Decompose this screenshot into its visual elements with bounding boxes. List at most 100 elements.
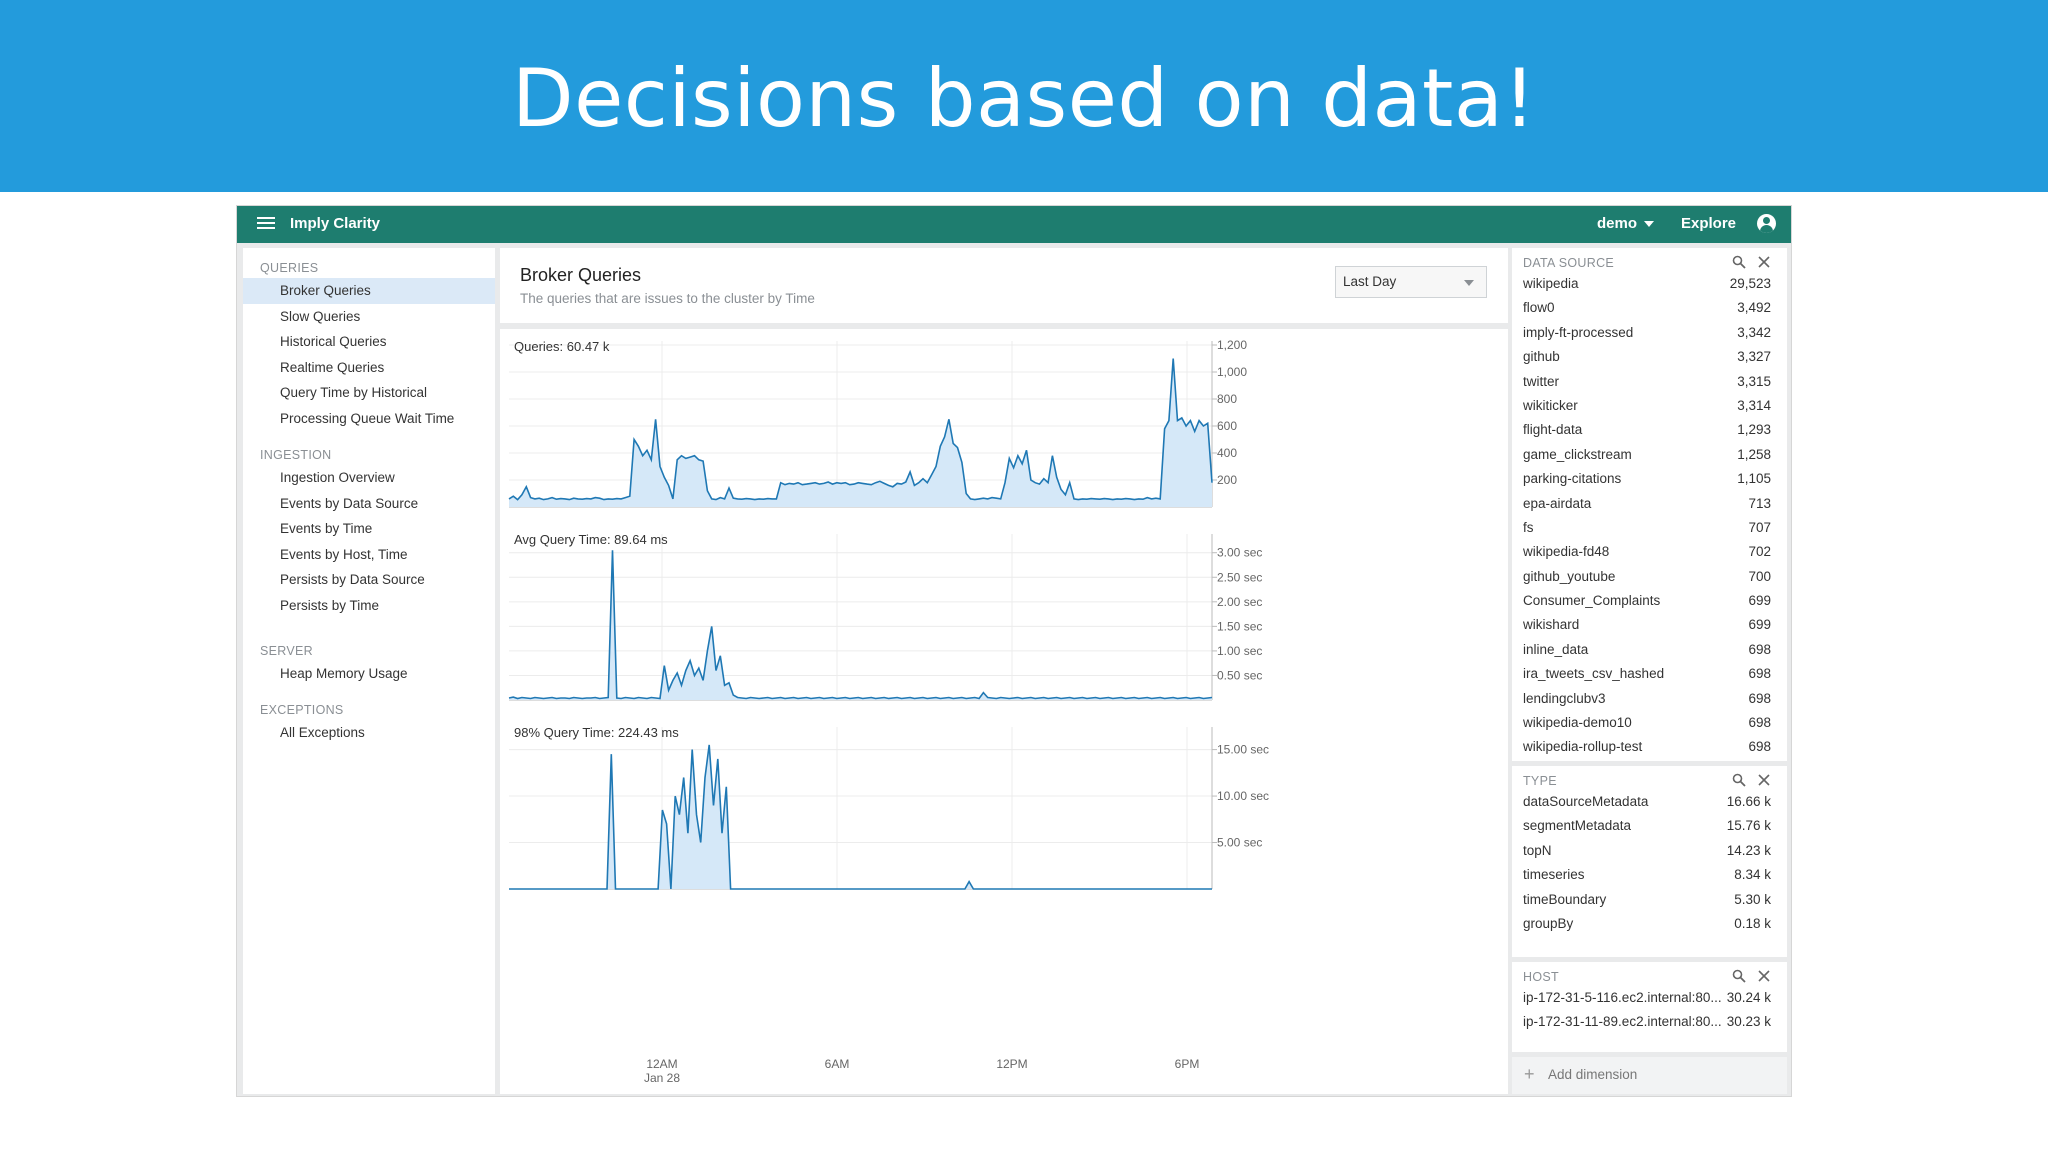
dimension-row[interactable]: inline_data 698 bbox=[1512, 638, 1787, 662]
add-dimension-button[interactable]: + Add dimension bbox=[1512, 1056, 1787, 1094]
x-tick-label: Jan 28 bbox=[644, 1071, 680, 1085]
y-tick-label: 1,000 bbox=[1217, 365, 1247, 379]
main-panel: Broker Queries The queries that are issu… bbox=[500, 248, 1508, 1094]
menu-icon[interactable] bbox=[257, 214, 275, 232]
dimension-row[interactable]: wikipedia-rollup-test 698 bbox=[1512, 735, 1787, 759]
page-title: Broker Queries bbox=[520, 265, 642, 285]
dimension-row[interactable]: ip-172-31-5-116.ec2.internal:80... 30.24 … bbox=[1512, 986, 1787, 1010]
dimension-value-count: 707 bbox=[1748, 519, 1771, 535]
dimension-row[interactable]: fs 707 bbox=[1512, 516, 1787, 540]
y-tick-label: 15.00 sec bbox=[1217, 743, 1269, 757]
x-tick-label: 12AM bbox=[646, 1057, 677, 1071]
sidebar-item-all-exceptions[interactable]: All Exceptions bbox=[280, 725, 365, 740]
dimension-row[interactable]: github 3,327 bbox=[1512, 345, 1787, 369]
y-tick-label: 800 bbox=[1217, 392, 1237, 406]
sidebar-item-query-time-by-historical[interactable]: Query Time by Historical bbox=[280, 385, 428, 400]
dimension-value-count: 1,105 bbox=[1737, 471, 1771, 487]
dimension-row[interactable]: ira_tweets_csv_hashed 698 bbox=[1512, 662, 1787, 686]
dimension-row[interactable]: epa-airdata 713 bbox=[1512, 492, 1787, 516]
dimension-value-name: ira_tweets_csv_hashed bbox=[1523, 666, 1665, 682]
sidebar-section-queries: QUERIES bbox=[260, 261, 319, 275]
dimension-row[interactable]: github_youtube 700 bbox=[1512, 565, 1787, 589]
caret-down-icon bbox=[1644, 221, 1655, 228]
dimension-row[interactable]: segmentMetadata 15.76 k bbox=[1512, 814, 1787, 838]
dimension-value-count: 698 bbox=[1748, 715, 1771, 731]
dimension-row[interactable]: timeseries 8.34 k bbox=[1512, 863, 1787, 887]
dimension-value-name: inline_data bbox=[1523, 641, 1589, 657]
dimension-row[interactable]: wikipedia 29,523 bbox=[1512, 272, 1787, 296]
dimension-row[interactable]: imply-ft-processed 3,342 bbox=[1512, 321, 1787, 345]
sidebar-item-persists-by-data-source[interactable]: Persists by Data Source bbox=[280, 572, 425, 587]
sidebar-item-processing-queue-wait-time[interactable]: Processing Queue Wait Time bbox=[280, 410, 455, 426]
sidebar-section-server: SERVER bbox=[260, 644, 313, 658]
dimension-row[interactable]: Consumer_Complaints 699 bbox=[1512, 589, 1787, 613]
dimension-separator bbox=[1512, 1052, 1787, 1057]
sidebar-item-slow-queries[interactable]: Slow Queries bbox=[280, 308, 361, 324]
time-range-select[interactable]: Last Day bbox=[1335, 266, 1487, 298]
sidebar-item-events-by-data-source[interactable]: Events by Data Source bbox=[280, 495, 419, 511]
dimension-row[interactable]: flight-data 1,293 bbox=[1512, 418, 1787, 442]
dimension-value-name: topN bbox=[1523, 842, 1552, 858]
dimension-row[interactable]: game_clickstream 1,258 bbox=[1512, 443, 1787, 467]
dimension-value-name: wikipedia bbox=[1523, 276, 1579, 291]
sidebar-item-broker-queries[interactable]: Broker Queries bbox=[243, 278, 495, 304]
sidebar-item-events-by-time[interactable]: Events by Time bbox=[280, 521, 373, 536]
dimension-value-count: 1,258 bbox=[1737, 446, 1771, 462]
sidebar-item-realtime-queries[interactable]: Realtime Queries bbox=[280, 359, 385, 375]
chart-panel: 200 400 600 800 1,000 1,200 Queries: 60.47 k 0.… bbox=[500, 329, 1508, 1094]
dimension-row[interactable]: wikishard 699 bbox=[1512, 613, 1787, 637]
dimension-row[interactable]: ip-172-31-11-89.ec2.internal:80... 30.23 … bbox=[1512, 1010, 1787, 1034]
sidebar-item-heap-memory-usage[interactable]: Heap Memory Usage bbox=[280, 666, 408, 681]
sidebar-item-ingestion-overview[interactable]: Ingestion Overview bbox=[280, 470, 395, 485]
dimension-row[interactable]: dataSourceMetadata 16.66 k bbox=[1512, 790, 1787, 814]
sidebar-item-persists-by-time[interactable]: Persists by Time bbox=[280, 597, 380, 613]
y-tick-label: 1,200 bbox=[1217, 338, 1247, 352]
series-line bbox=[508, 550, 1213, 700]
dimension-value-count: 698 bbox=[1748, 641, 1771, 657]
dimension-row[interactable]: wikipedia-fd48 702 bbox=[1512, 540, 1787, 564]
dimension-value-count: 16.66 k bbox=[1726, 794, 1771, 809]
explore-link[interactable]: Explore bbox=[1681, 215, 1737, 232]
chart-title: 98% Query Time: 224.43 ms bbox=[514, 725, 679, 740]
dimension-value-count: 5.30 k bbox=[1734, 891, 1771, 907]
dimension-row[interactable]: twitter 3,315 bbox=[1512, 370, 1787, 394]
dimension-value-count: 702 bbox=[1748, 544, 1771, 560]
search-icon[interactable] bbox=[1732, 773, 1746, 787]
close-icon[interactable] bbox=[1757, 969, 1771, 983]
close-icon[interactable] bbox=[1757, 255, 1771, 269]
search-icon[interactable] bbox=[1732, 969, 1746, 983]
dimension-row[interactable]: wikiticker 3,314 bbox=[1512, 394, 1787, 418]
user-name: demo bbox=[1597, 215, 1638, 232]
dimension-value-name: fs bbox=[1523, 519, 1534, 535]
user-menu[interactable]: demo bbox=[1597, 215, 1655, 232]
sidebar-item-events-by-host-time[interactable]: Events by Host, Time bbox=[280, 546, 408, 562]
dimension-row[interactable]: parking-citations 1,105 bbox=[1512, 467, 1787, 491]
dimension-row[interactable]: timeBoundary 5.30 k bbox=[1512, 888, 1787, 912]
dimension-value-name: wikiticker bbox=[1523, 397, 1578, 413]
dimension-value-count: 8.34 k bbox=[1734, 867, 1771, 883]
sidebar-item-historical-queries[interactable]: Historical Queries bbox=[280, 334, 387, 349]
dimension-row[interactable]: lendingclubv3 698 bbox=[1512, 687, 1787, 711]
dimension-row[interactable]: wikipedia-demo10 698 bbox=[1512, 711, 1787, 735]
dimension-value-name: ip-172-31-5-116.ec2.internal:80... bbox=[1523, 990, 1722, 1005]
app-brand: Imply Clarity bbox=[290, 215, 381, 232]
account-icon[interactable] bbox=[1757, 214, 1776, 233]
x-tick-label: 6PM bbox=[1175, 1057, 1200, 1071]
dimension-value-count: 698 bbox=[1748, 666, 1771, 682]
dimension-separator bbox=[1512, 957, 1787, 962]
dimension-row[interactable]: topN 14.23 k bbox=[1512, 839, 1787, 863]
dimension-value-name: parking-citations bbox=[1523, 471, 1622, 487]
dimension-row[interactable]: groupBy 0.18 k bbox=[1512, 912, 1787, 936]
sidebar-section-exceptions: EXCEPTIONS bbox=[260, 703, 344, 717]
y-tick-label: 3.00 sec bbox=[1217, 546, 1262, 560]
dimension-value-count: 3,315 bbox=[1737, 373, 1771, 389]
dimension-value-count: 3,492 bbox=[1737, 300, 1771, 316]
dimension-value-count: 3,342 bbox=[1737, 324, 1771, 340]
dimension-row[interactable]: flow0 3,492 bbox=[1512, 296, 1787, 320]
slide-title: Decisions based on data! bbox=[512, 51, 1536, 145]
search-icon[interactable] bbox=[1732, 255, 1746, 269]
close-icon[interactable] bbox=[1757, 773, 1771, 787]
dimension-value-name: wikipedia-demo10 bbox=[1523, 715, 1632, 731]
chart-title: Avg Query Time: 89.64 ms bbox=[514, 532, 668, 547]
dimension-type: TYPE dataSourceMetadata 16.66 k segmentMeta… bbox=[1512, 766, 1787, 937]
